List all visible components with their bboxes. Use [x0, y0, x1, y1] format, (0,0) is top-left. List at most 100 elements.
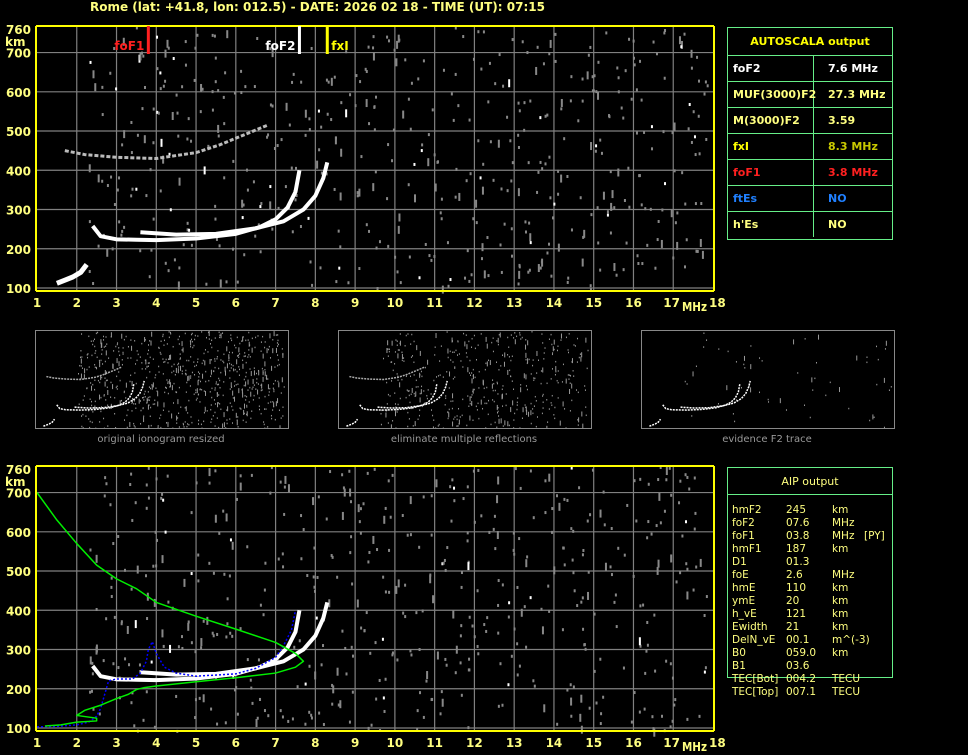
echo-dot — [81, 333, 83, 335]
echo-dot — [242, 336, 244, 342]
echo-dot — [201, 362, 203, 365]
echo-dot — [472, 375, 474, 377]
echo-dot — [498, 369, 500, 371]
thumbnail-trace — [680, 380, 751, 409]
echo-dot — [487, 100, 490, 104]
echo-dot — [275, 401, 277, 407]
echo-dot — [231, 386, 233, 389]
echo-dot — [261, 383, 263, 389]
echo-dot — [609, 170, 612, 174]
echo-dot — [505, 393, 507, 395]
echo-dot — [141, 362, 143, 364]
echo-dot — [345, 109, 348, 118]
echo-dot — [224, 721, 227, 725]
echo-dot — [211, 339, 213, 342]
echo-dot — [460, 360, 462, 362]
echo-dot — [198, 419, 200, 422]
echo-dot — [617, 90, 620, 94]
echo-dot — [514, 332, 516, 334]
echo-dot — [205, 336, 207, 339]
echo-dot — [541, 626, 544, 635]
echo-dot — [331, 683, 334, 687]
echo-dot — [125, 382, 127, 388]
echo-dot — [430, 258, 433, 262]
echo-dot — [239, 342, 241, 345]
echo-dot — [325, 517, 328, 521]
echo-dot — [399, 397, 401, 400]
echo-dot — [506, 115, 509, 119]
echo-dot — [735, 361, 737, 363]
echo-dot — [570, 697, 573, 706]
echo-dot — [223, 176, 226, 180]
echo-dot — [548, 408, 550, 410]
echo-dot — [191, 332, 193, 335]
echo-dot — [88, 366, 90, 368]
echo-dot — [445, 397, 447, 400]
echo-dot — [161, 555, 164, 564]
echo-dot — [166, 379, 168, 381]
echo-dot — [313, 585, 316, 589]
echo-dot — [396, 373, 398, 375]
echo-dot — [284, 475, 287, 484]
echo-dot — [394, 411, 396, 417]
echo-dot — [504, 420, 506, 426]
echo-dot — [183, 578, 186, 587]
echo-dot — [220, 359, 222, 361]
echo-dot — [189, 340, 191, 342]
echo-dot — [491, 341, 493, 344]
echo-dot — [401, 513, 404, 517]
echo-dot — [430, 393, 432, 395]
echo-dot — [219, 336, 221, 339]
echo-dot — [694, 511, 697, 515]
echo-dot — [611, 190, 614, 199]
x-tick-label: 1 — [33, 296, 41, 310]
echo-dot — [477, 30, 480, 34]
echo-dot — [551, 404, 553, 407]
echo-dot — [94, 83, 97, 92]
echo-dot — [273, 146, 276, 150]
echo-dot — [433, 153, 436, 157]
echo-dot — [325, 172, 328, 176]
echo-dot — [281, 552, 284, 556]
echo-dot — [216, 632, 219, 636]
echo-dot — [419, 691, 422, 695]
echo-dot — [492, 350, 494, 353]
echo-dot — [81, 367, 83, 369]
echo-dot — [650, 532, 653, 536]
echo-dot — [185, 391, 187, 393]
echo-dot — [279, 425, 281, 428]
echo-dot — [883, 426, 885, 428]
echo-dot — [255, 336, 257, 339]
echo-dot — [275, 347, 277, 353]
echo-dot — [159, 71, 162, 75]
echo-dot — [241, 199, 244, 208]
echo-dot — [492, 178, 495, 182]
echo-dot — [512, 548, 515, 552]
echo-dot — [462, 366, 464, 368]
echo-dot — [193, 344, 195, 347]
echo-dot — [148, 362, 150, 364]
echo-dot — [178, 412, 180, 415]
echo-dot — [365, 99, 368, 108]
echo-dot — [472, 368, 474, 371]
echo-dot — [517, 101, 520, 105]
echo-dot — [678, 36, 681, 45]
echo-dot — [328, 599, 331, 608]
echo-dot — [459, 634, 462, 638]
echo-dot — [126, 625, 129, 634]
echo-dot — [397, 225, 400, 234]
echo-dot — [246, 411, 248, 417]
echo-dot — [628, 205, 631, 209]
echo-dot — [167, 46, 170, 50]
echo-dot — [452, 393, 454, 399]
echo-dot — [555, 366, 557, 372]
echo-dot — [587, 591, 590, 600]
echo-dot — [578, 486, 581, 490]
echo-dot — [585, 414, 587, 417]
echo-dot — [469, 415, 471, 421]
echo-dot — [219, 334, 221, 336]
echo-dot — [122, 347, 124, 349]
echo-dot — [587, 349, 589, 352]
echo-dot — [235, 686, 238, 690]
echo-dot — [437, 160, 440, 164]
